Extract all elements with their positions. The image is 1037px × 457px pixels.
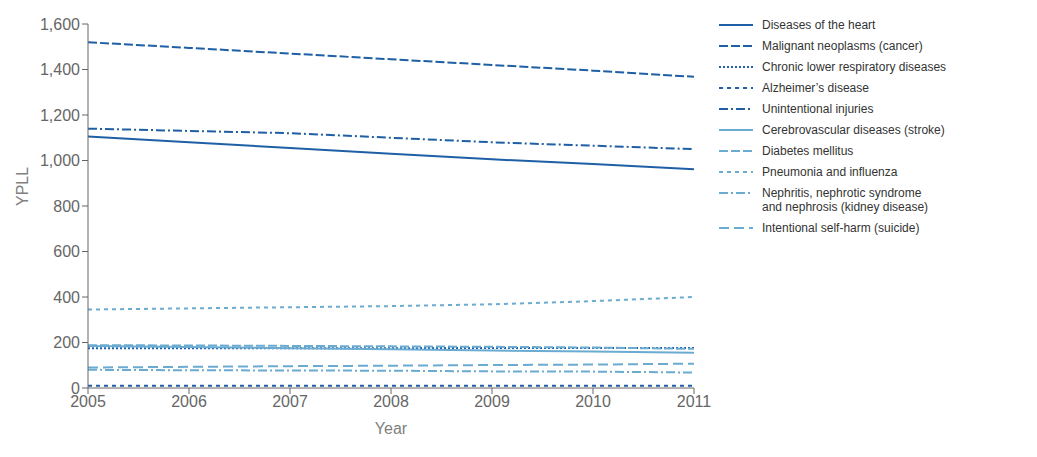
svg-text:400: 400 [53, 289, 80, 306]
svg-text:2007: 2007 [272, 393, 308, 410]
html-text:Pneumonia and influenza: Pneumonia and influenza [762, 165, 898, 179]
html-text:Nephritis, nephrotic syndrome: Nephritis, nephrotic syndrome and nephro… [762, 186, 929, 214]
html-text:Chronic lower respiratory dise: Chronic lower respiratory diseases [762, 60, 947, 74]
svg-text:YPLL: YPLL [14, 167, 31, 206]
svg-text:1,400: 1,400 [40, 61, 80, 78]
svg-text:1,200: 1,200 [40, 107, 80, 124]
html-text:Diabetes mellitus: Diabetes mellitus [762, 144, 854, 158]
svg-text:2006: 2006 [171, 393, 207, 410]
svg-text:600: 600 [53, 243, 80, 260]
svg-text:Year: Year [375, 420, 408, 437]
svg-text:2009: 2009 [474, 393, 510, 410]
svg-text:200: 200 [53, 334, 80, 351]
svg-text:2005: 2005 [70, 393, 106, 411]
svg-text:0: 0 [71, 380, 80, 397]
svg-text:1,600: 1,600 [40, 16, 80, 33]
html-text:Intentional self-harm (suicide: Intentional self-harm (suicide) [762, 221, 920, 235]
svg-text:800: 800 [53, 198, 80, 215]
svg-text:2010: 2010 [575, 393, 611, 410]
html-text:Alzheimer’s disease: Alzheimer’s disease [762, 81, 869, 95]
svg-text:2008: 2008 [373, 393, 409, 410]
html-text:Unintentional injuries: Unintentional injuries [762, 102, 874, 116]
svg-text:1,000: 1,000 [40, 152, 80, 169]
html-text:Malignant neoplasms (cancer): Malignant neoplasms (cancer) [762, 39, 923, 53]
html-text:Cerebrovascular diseases (stro: Cerebrovascular diseases (stroke) [762, 123, 945, 137]
html-text:Diseases of the heart: Diseases of the heart [762, 18, 876, 32]
svg-text:2011: 2011 [677, 393, 712, 410]
